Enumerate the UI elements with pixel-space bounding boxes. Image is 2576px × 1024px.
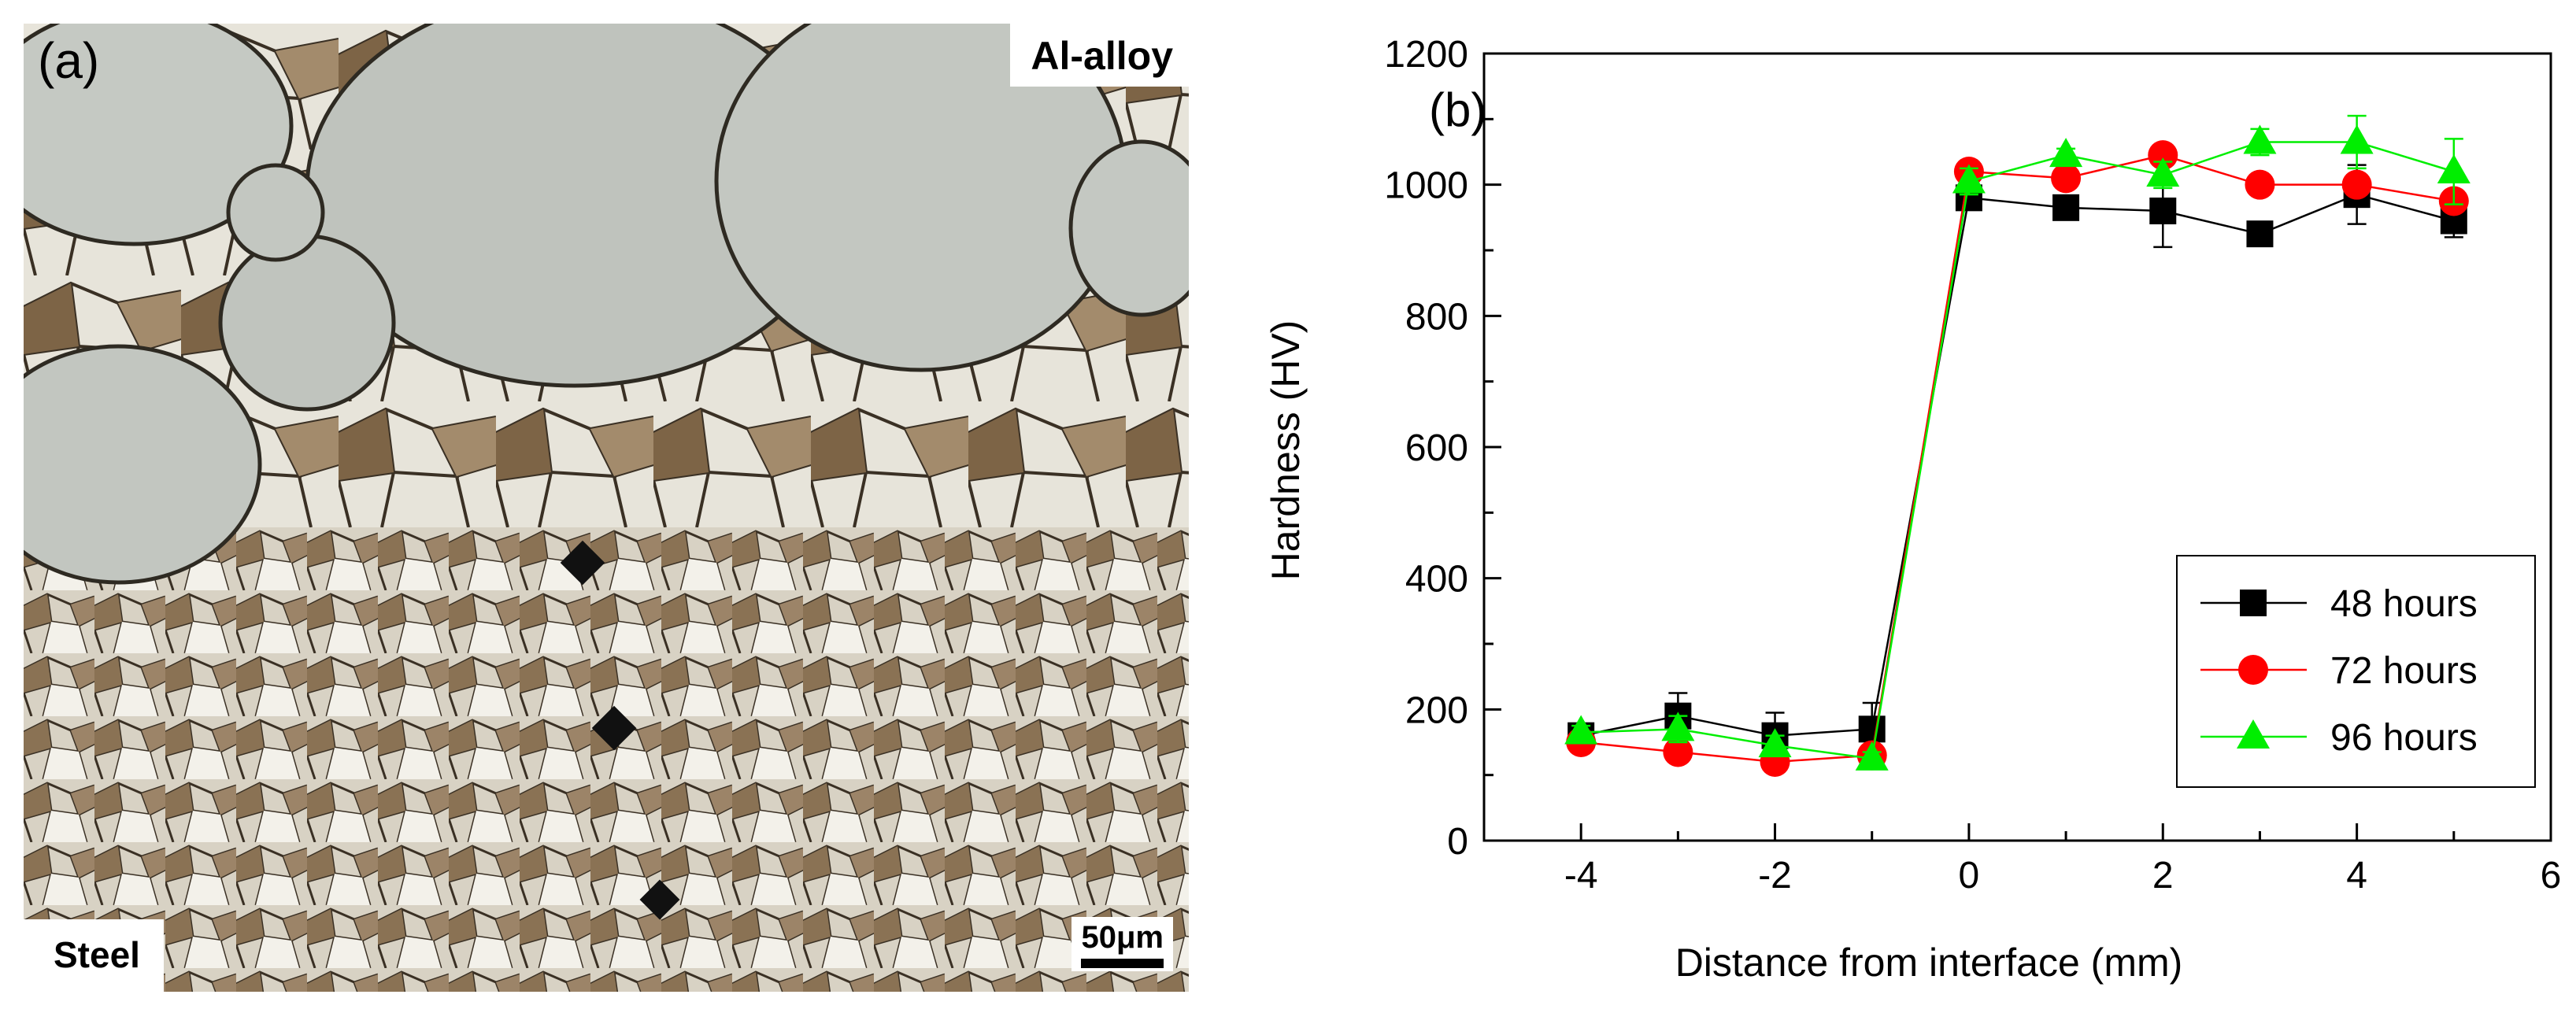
hardness-chart-panel: -4 -2 0 2 4 6 0 200 400 600 800 1000 1200 48 hours 72… [1228, 0, 2576, 1024]
data-point [2341, 169, 2372, 200]
data-point [2340, 124, 2374, 154]
x-axis-title: Distance from interface (mm) [1675, 941, 2183, 985]
steel-label: Steel [24, 919, 164, 992]
data-point [2243, 124, 2277, 154]
legend-box [2176, 555, 2536, 788]
data-point [2146, 157, 2180, 187]
x-tick-label-1: -2 [1758, 855, 1792, 896]
micrograph-panel: (a) Al-alloy Steel 50μm [24, 24, 1189, 992]
panel-label-a: (a) [38, 32, 100, 89]
data-point [1758, 728, 1792, 758]
x-tick-label-5: 6 [2541, 855, 2562, 896]
data-point [1663, 737, 1693, 767]
data-point [1858, 715, 1886, 743]
series-line [1580, 193, 2455, 737]
data-series [1564, 114, 2471, 777]
legend: 48 hours 72 hours 96 hours [2176, 555, 2536, 788]
y-tick-label-4: 800 [1405, 296, 1468, 338]
scale-bar-label: 50μm [1081, 920, 1164, 955]
legend-marker [2238, 655, 2268, 685]
y-tick-label-0: 0 [1447, 821, 1468, 863]
series-line [1581, 153, 2455, 763]
legend-label: 48 hours [2330, 583, 2478, 625]
data-point [1855, 741, 1889, 771]
legend-label: 96 hours [2330, 717, 2478, 759]
x-tick-label-2: 0 [1959, 855, 1980, 896]
x-tick-label-4: 4 [2346, 855, 2367, 896]
data-point [2245, 169, 2275, 200]
data-point [2246, 220, 2274, 248]
hardness-chart: -4 -2 0 2 4 6 0 200 400 600 800 1000 1200 48 hours 72… [1264, 34, 2561, 985]
y-tick-label-6: 1200 [1384, 34, 1468, 76]
x-tick-label-3: 2 [2152, 855, 2174, 896]
legend-marker [2240, 590, 2267, 616]
data-point [2049, 138, 2083, 168]
panel-label-b: (b) [1429, 83, 1486, 136]
legend-label: 72 hours [2330, 650, 2478, 692]
x-tick-label-0: -4 [1564, 855, 1598, 896]
data-point [2052, 194, 2080, 221]
axes: -4 -2 0 2 4 6 0 200 400 600 800 1000 1200 [1384, 34, 2561, 896]
legend-marker [2237, 719, 2270, 749]
series-96-hours [1564, 114, 2471, 771]
data-point [1661, 712, 1695, 741]
data-point [2051, 163, 2082, 194]
data-point [2149, 198, 2177, 224]
al-alloy-label: Al-alloy [1010, 24, 1189, 87]
data-point [1564, 715, 1598, 745]
data-point [1952, 164, 1986, 194]
y-axis-title: Hardness (HV) [1264, 320, 1308, 581]
scale-bar: 50μm [1071, 917, 1173, 971]
y-tick-label-1: 200 [1405, 689, 1468, 731]
micrograph-image [24, 24, 1189, 992]
scale-bar-line [1081, 959, 1164, 968]
y-tick-label-2: 400 [1405, 559, 1468, 601]
series-line [1581, 141, 2455, 760]
y-tick-label-5: 1000 [1384, 165, 1468, 207]
data-point [2437, 154, 2471, 183]
y-tick-label-3: 600 [1405, 427, 1468, 469]
